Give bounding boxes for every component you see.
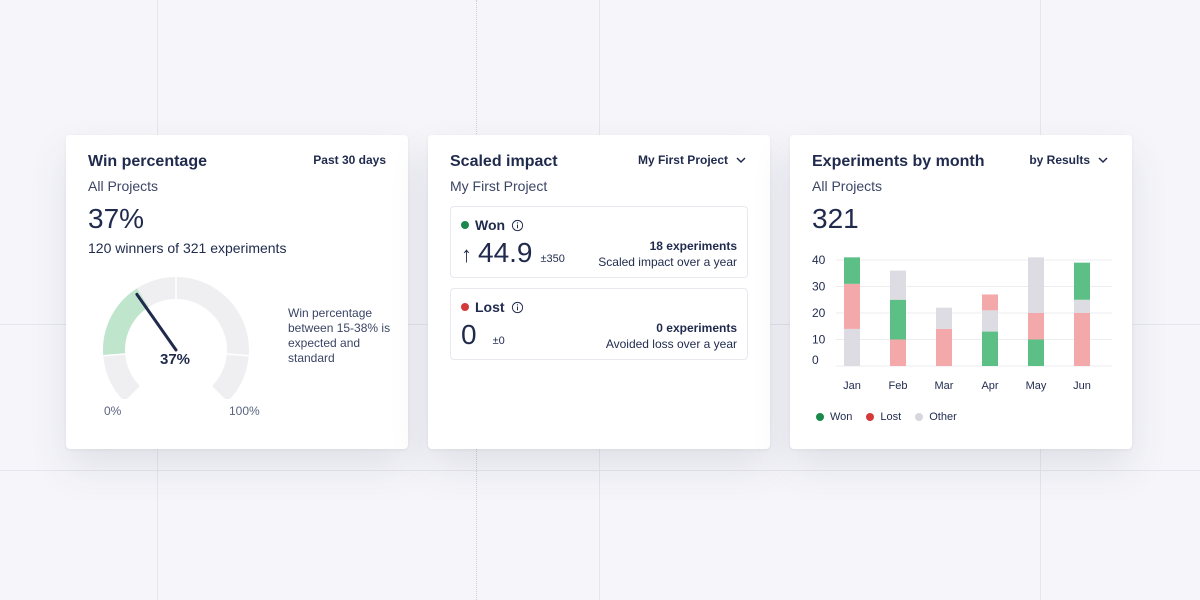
lost-impact-value: 0 (461, 319, 477, 350)
won-experiments-count: 18 experiments (649, 239, 737, 253)
won-description: Scaled impact over a year (598, 255, 737, 269)
card-title: Scaled impact (450, 153, 558, 170)
x-tick-label: Apr (981, 380, 998, 392)
bar-segment-other[interactable] (936, 307, 952, 329)
legend-label: Other (929, 411, 957, 423)
card-title: Win percentage (88, 153, 207, 170)
info-icon[interactable] (511, 219, 524, 232)
gauge-needle (135, 292, 178, 352)
bar-segment-lost[interactable] (936, 328, 952, 366)
winners-summary: 120 winners of 321 experiments (88, 240, 287, 256)
y-tick-label: 0 (812, 353, 819, 367)
won-dot (461, 221, 469, 229)
card-subtitle: My First Project (450, 178, 548, 194)
chevron-down-icon (736, 157, 746, 164)
experiments-by-month-card: Experiments by month by Results All Proj… (790, 135, 1132, 449)
won-impact-plusminus: ±350 (540, 253, 565, 265)
group-by-dropdown-label: by Results (1029, 153, 1090, 167)
gauge-fill-expected (103, 288, 150, 356)
legend-item-other[interactable]: Other (915, 411, 957, 423)
gauge-tick (226, 353, 249, 357)
project-dropdown[interactable]: My First Project (638, 153, 748, 167)
bar-segment-other[interactable] (982, 310, 998, 332)
card-subtitle: All Projects (88, 178, 159, 194)
experiments-bar-chart: 0 10 20 30 40 Jan Feb Mar Apr May Jun (812, 253, 1112, 392)
won-details: 18 experiments Scaled impact over a year (598, 239, 737, 269)
won-impact-value: 44.9 (478, 237, 533, 268)
win-percentage-card: Win percentage Past 30 days All Projects… (66, 135, 408, 449)
gauge-max-label: 100% (229, 404, 260, 418)
bar-segment-won[interactable] (890, 299, 906, 340)
info-icon[interactable] (511, 301, 524, 314)
gauge-min-label: 0% (104, 404, 122, 418)
period-text: Past 30 days (313, 153, 386, 167)
grid-line (0, 470, 1200, 471)
won-value-row: ↑ 44.9 ±350 (461, 237, 565, 269)
bar-segment-other[interactable] (1074, 299, 1090, 313)
x-tick-label: Feb (889, 380, 908, 392)
lost-details: 0 experiments Avoided loss over a year (606, 321, 737, 351)
y-tick-label: 20 (812, 306, 826, 320)
won-impact-box[interactable]: Won ↑ 44.9 ±350 18 experiments Scaled im… (450, 206, 748, 278)
x-tick-label: Jun (1073, 380, 1091, 392)
lost-experiments-count: 0 experiments (656, 321, 737, 335)
bar-segment-won[interactable] (844, 257, 860, 284)
x-tick-label: Jan (843, 380, 861, 392)
bar-segment-other[interactable] (1028, 257, 1044, 313)
win-percentage-value: 37% (88, 203, 145, 234)
legend-item-won[interactable]: Won (816, 411, 852, 423)
card-subtitle: All Projects (812, 178, 883, 194)
bar-segment-lost[interactable] (890, 339, 906, 367)
arrow-up-icon: ↑ (461, 242, 472, 267)
gauge-ticks (103, 277, 249, 357)
lost-impact-plusminus: ±0 (492, 335, 505, 347)
won-label: Won (475, 217, 506, 233)
lost-header: Lost (461, 299, 524, 315)
group-by-dropdown[interactable]: by Results (1029, 153, 1110, 167)
won-header: Won (461, 217, 524, 233)
chart-legend: Won Lost Other (816, 411, 957, 423)
experiments-total: 321 (812, 203, 859, 234)
win-gauge (103, 277, 249, 399)
bar-segment-lost[interactable] (1074, 313, 1090, 366)
x-tick-label: May (1026, 380, 1047, 392)
scaled-impact-card: Scaled impact My First Project My First … (428, 135, 770, 449)
bar-segment-other[interactable] (844, 328, 860, 366)
legend-item-lost[interactable]: Lost (866, 411, 901, 423)
x-tick-label: Mar (935, 380, 954, 392)
card-title: Experiments by month (812, 153, 985, 170)
bar-segment-won[interactable] (1028, 339, 1044, 367)
legend-dot-other (915, 413, 924, 421)
bar-segment-won[interactable] (1074, 262, 1090, 300)
gauge-center-value: 37% (159, 351, 191, 368)
legend-dot-lost (866, 413, 875, 421)
chevron-down-icon (1098, 157, 1108, 164)
legend-dot-won (816, 413, 824, 421)
lost-value-row: 0 ±0 (461, 319, 505, 351)
legend-label: Lost (880, 411, 902, 423)
y-tick-label: 10 (812, 333, 826, 347)
lost-description: Avoided loss over a year (605, 337, 737, 351)
gauge-tick (103, 353, 126, 357)
y-tick-label: 30 (812, 280, 826, 294)
legend-label: Won (830, 411, 853, 423)
gauge-note: Win percentage between 15-38% is expecte… (288, 306, 391, 365)
bar-segment-lost[interactable] (844, 283, 860, 329)
lost-label: Lost (475, 299, 505, 315)
bar-segment-lost[interactable] (1028, 313, 1044, 340)
project-dropdown-label: My First Project (637, 153, 728, 167)
lost-dot (461, 303, 469, 311)
y-tick-label: 40 (812, 253, 826, 267)
bar-segment-lost[interactable] (982, 294, 998, 311)
lost-impact-box[interactable]: Lost 0 ±0 0 experiments Avoided loss ove… (450, 288, 748, 360)
bar-segment-other[interactable] (890, 270, 906, 300)
period-label[interactable]: Past 30 days (313, 153, 386, 167)
bar-segment-won[interactable] (982, 331, 998, 366)
